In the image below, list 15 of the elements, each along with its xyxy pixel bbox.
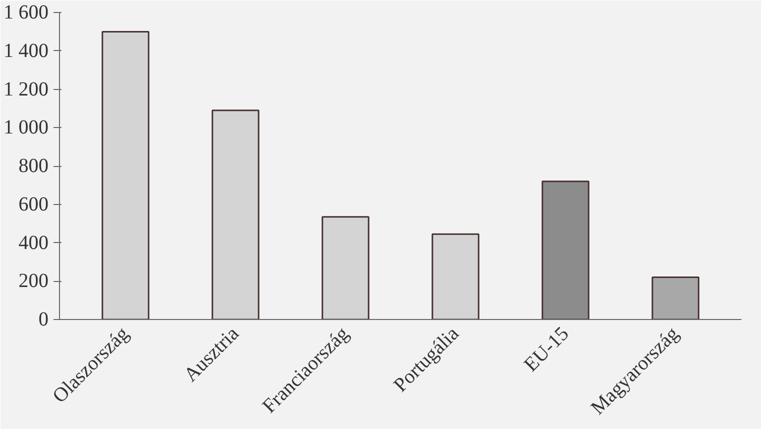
y-tick-label: 400 [18,232,48,254]
y-tick-label: 1 000 [4,116,48,139]
bar [322,216,370,320]
bar [102,30,150,320]
y-tick-label: 1 400 [4,40,48,62]
y-tick-label: 1 200 [4,78,48,100]
y-tick-label: 1 600 [4,2,48,24]
bar [652,276,700,320]
y-tick-label: 800 [18,155,48,177]
bar [212,110,260,320]
y-tick-label: 0 [38,308,48,330]
bar [542,180,590,320]
y-tick-label: 600 [18,193,48,216]
bar [432,233,480,320]
y-tick-label: 200 [18,270,48,292]
